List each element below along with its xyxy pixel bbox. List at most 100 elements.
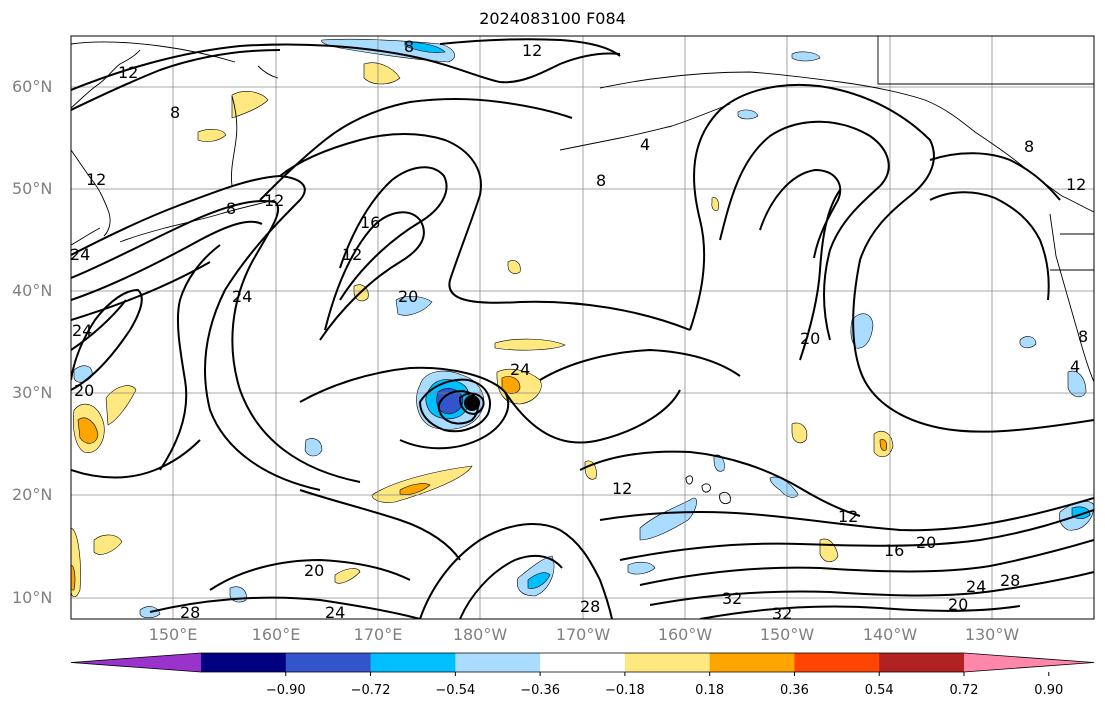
colorbar-tick-label: −0.72: [350, 683, 391, 698]
contour-12-east: [929, 152, 1061, 301]
positive-anomaly-south-2: [334, 568, 361, 584]
coast-alaska-north: [877, 36, 1094, 85]
colorbar-outline: [70, 652, 1095, 673]
contour-label: 8: [596, 171, 606, 190]
negative-anomaly-pac-1: [639, 497, 697, 541]
lon-label: 150°W: [759, 625, 815, 644]
contour-20-east: [799, 189, 841, 361]
colorbar-extend-high: [964, 653, 1094, 672]
contour-label: 28: [580, 597, 600, 616]
negative-anomaly-ne-1: [1019, 336, 1037, 349]
colorbar-tick-label: 0.54: [864, 683, 894, 698]
lon-label: 180°W: [452, 625, 508, 644]
contour-storm-4: [458, 392, 485, 416]
coast-na-border: [1050, 233, 1094, 271]
colorbar-tick-label: −0.90: [265, 683, 306, 698]
contour-12-nw: [71, 49, 281, 111]
contour-16: [339, 166, 448, 301]
contour-mid-west: [159, 244, 221, 471]
colorbar-segment: [455, 653, 541, 672]
lat-label: 20°N: [12, 485, 53, 504]
positive-anomaly-mid-7: [711, 197, 719, 211]
contour-28-se: [649, 571, 1094, 606]
map-frame: [70, 35, 1095, 620]
contour-label: 20: [800, 329, 820, 348]
colorbar-tick-label: 0.18: [695, 683, 725, 698]
negative-anomaly-pac-5: [713, 454, 725, 472]
contour-label: 28: [180, 603, 200, 622]
positive-anomaly-band-south-core: [399, 483, 431, 495]
contour-label: 12: [522, 41, 542, 60]
colorbar-segment: [709, 653, 795, 672]
contour-label: 20: [916, 533, 936, 552]
contour-label: 24: [232, 287, 252, 306]
contour-west-20: [71, 288, 143, 391]
colorbar-segment: [879, 653, 965, 672]
contour-storm-3: [437, 390, 479, 425]
colorbar-segment: [794, 653, 880, 672]
contour-12-north: [279, 133, 691, 331]
contour-label: 12: [264, 191, 284, 210]
coast-alaska-west: [231, 65, 279, 187]
negative-anomaly-west-3: [73, 365, 93, 383]
positive-anomaly-se-2: [791, 422, 808, 444]
contour-jet-2: [71, 200, 361, 483]
contour-28-south: [149, 596, 421, 619]
lat-label: 30°N: [12, 383, 53, 402]
negative-anomaly-north-2: [791, 51, 821, 62]
contour-20-south: [619, 509, 1094, 561]
negative-anomaly-pac-3: [850, 313, 874, 349]
positive-anomaly-band-north: [494, 338, 566, 351]
contour-label: 16: [360, 213, 380, 232]
contour-label: 28: [1000, 571, 1020, 590]
contour-label: 12: [838, 507, 858, 526]
contour-label: 12: [118, 63, 138, 82]
contour-north-loop: [259, 98, 573, 201]
contour-west-24: [71, 299, 201, 479]
lon-label: 160°E: [251, 625, 301, 644]
lon-label: 140°W: [862, 625, 918, 644]
shaded-anomalies: [71, 38, 1094, 619]
contour-label: 8: [170, 103, 180, 122]
contour-label: 8: [1024, 137, 1034, 156]
colorbar-tick-label: −0.18: [604, 683, 645, 698]
contour-label: 24: [325, 603, 345, 622]
positive-anomaly-sw-2-core: [71, 564, 76, 591]
lat-label: 40°N: [12, 281, 53, 300]
contour-24-inner: [209, 558, 411, 591]
contour-label: 12: [1066, 175, 1086, 194]
contour-12-center: [579, 450, 861, 517]
colorbar-tick-label: 0.72: [949, 683, 979, 698]
lat-label: 10°N: [12, 588, 53, 607]
height-contours: [71, 38, 1094, 619]
colorbar-segment: [285, 653, 372, 672]
contour-jet-1: [71, 174, 321, 491]
lon-label: 160°W: [657, 625, 713, 644]
lon-label: 170°E: [353, 625, 403, 644]
negative-anomaly-north-core: [404, 41, 446, 53]
lon-label: 130°W: [964, 625, 1020, 644]
negative-anomaly-mid-2: [304, 438, 323, 457]
contour-label: 24: [510, 360, 530, 379]
graticule: [71, 36, 1094, 619]
negative-anomaly-mid-1: [395, 296, 433, 316]
contour-label: 12: [612, 479, 632, 498]
contour-32-se: [699, 605, 1021, 619]
contour-label: 24: [70, 245, 90, 264]
contour-label: 20: [948, 595, 968, 614]
contour-label-group: 8 12 12 8 12 8 12 16 12 24 24 20 20 24 2…: [70, 37, 1088, 623]
contour-label: 12: [342, 245, 362, 264]
contour-12-top: [439, 38, 621, 57]
contour-label: 16: [884, 541, 904, 560]
contour-8-north: [71, 43, 621, 91]
contour-label: 4: [1070, 357, 1080, 376]
contour-south-loop-2: [459, 554, 563, 619]
lat-label: 60°N: [12, 77, 53, 96]
lat-label: 50°N: [12, 179, 53, 198]
storm-center-marker: [464, 395, 480, 411]
colorbar: [70, 652, 1095, 676]
contour-mid-south: [299, 489, 461, 561]
contour-20-center: [504, 389, 681, 444]
positive-anomaly-mid-5: [507, 260, 521, 274]
